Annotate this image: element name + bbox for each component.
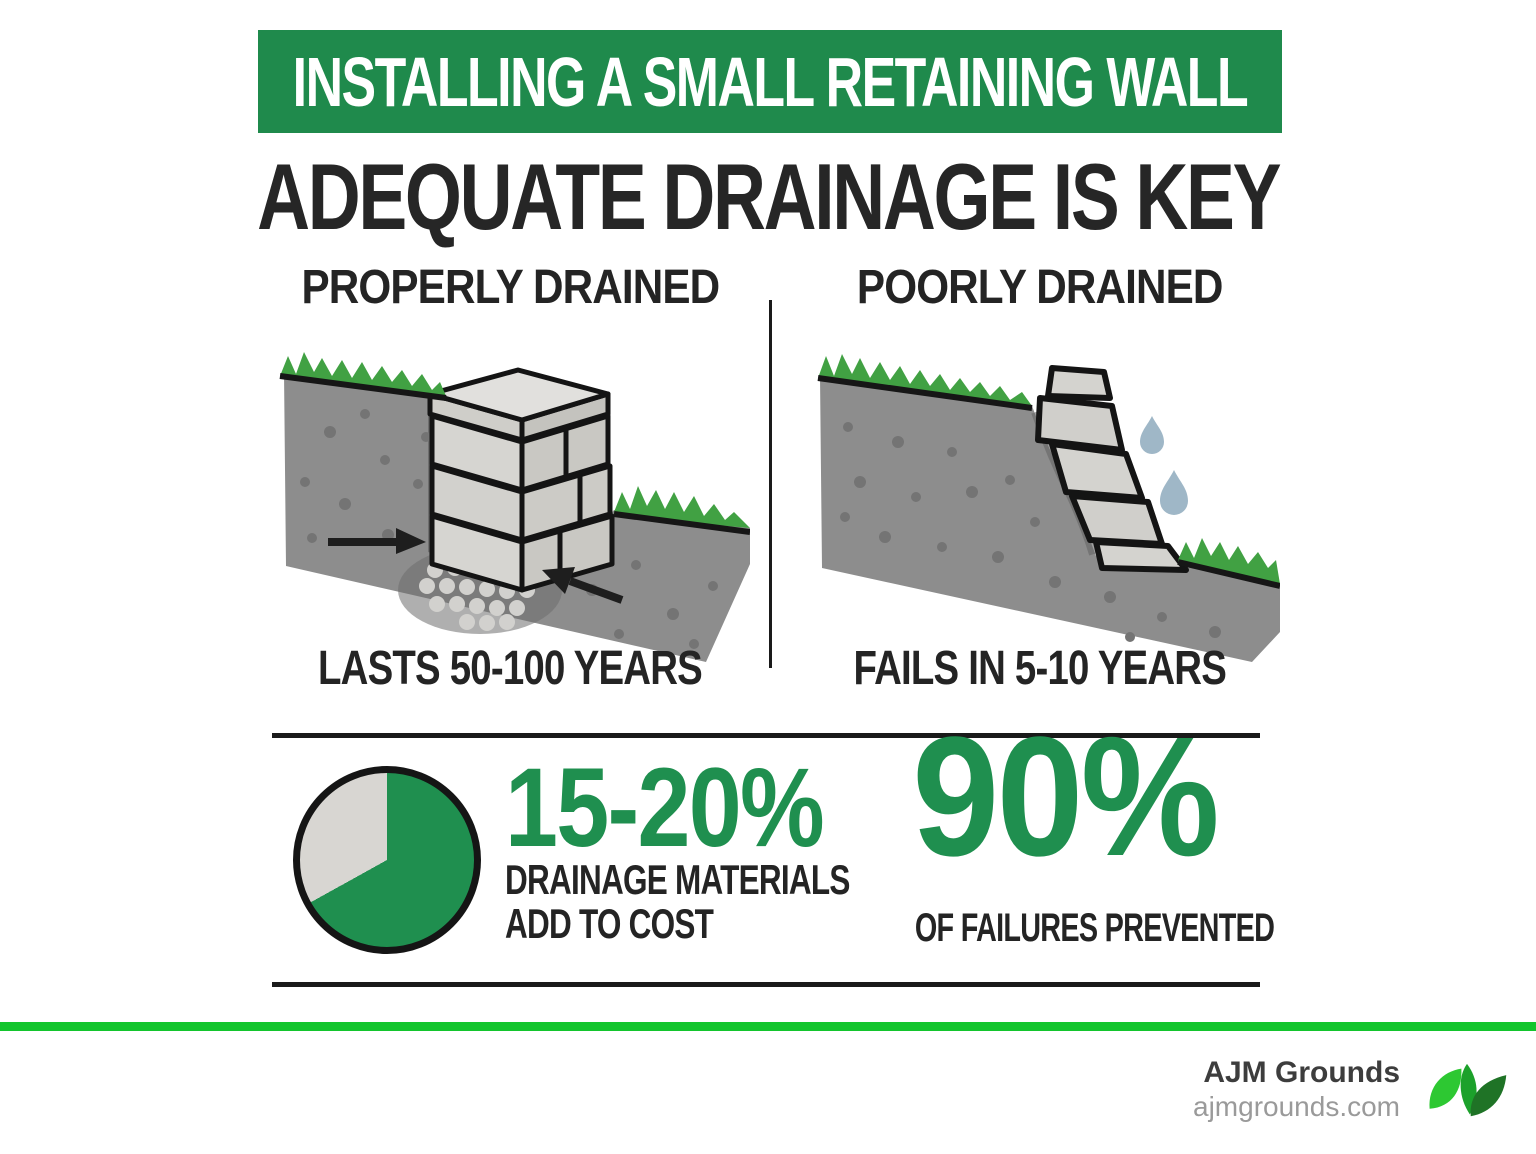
- soil-speckles: [840, 422, 1221, 642]
- arrow-icon: [328, 528, 624, 604]
- page-title-text: ADEQUATE DRAINAGE IS KEY: [256, 144, 1281, 249]
- poorly-drained-illustration: [817, 354, 1280, 662]
- cost-stat-value: 15-20%: [505, 745, 825, 870]
- grass-top: [279, 352, 750, 535]
- separator-top: [272, 733, 1260, 738]
- right-column-caption: FAILS IN 5-10 YEARS: [853, 642, 1227, 695]
- prevention-stat-label: OF FAILURES PREVENTED: [914, 906, 1275, 950]
- collapsing-wall: [1035, 365, 1189, 573]
- separator-bottom: [272, 982, 1260, 987]
- cost-stat-label-line1: DRAINAGE MATERIALS: [505, 856, 850, 903]
- three-leaf-logo-icon: [1429, 1063, 1507, 1117]
- cost-pie-chart: [293, 766, 481, 954]
- properly-drained-illustration: [279, 352, 750, 662]
- left-column-caption: LASTS 50-100 YEARS: [317, 642, 703, 695]
- footer-brand: AJM Grounds: [1203, 1056, 1400, 1089]
- block-wall: [427, 367, 615, 593]
- grass-top: [817, 354, 1280, 589]
- water-drop-icon: [1140, 416, 1188, 515]
- banner-title: INSTALLING A SMALL RETAINING WALL: [292, 42, 1249, 122]
- page-title: ADEQUATE DRAINAGE IS KEY: [0, 150, 1536, 244]
- column-divider: [769, 300, 772, 668]
- right-column-header: POORLY DRAINED: [857, 261, 1223, 314]
- prevention-stat-value: 90%: [912, 702, 1221, 892]
- cost-stat-label: DRAINAGE MATERIALS ADD TO COST: [505, 858, 965, 946]
- banner-title-text: INSTALLING A SMALL RETAINING WALL: [292, 42, 1249, 121]
- footer-website: ajmgrounds.com: [1193, 1091, 1400, 1122]
- footer-accent-line: [0, 1022, 1536, 1031]
- cost-stat-label-line2: ADD TO COST: [505, 900, 714, 947]
- header-banner: INSTALLING A SMALL RETAINING WALL: [258, 30, 1282, 133]
- left-column-header: PROPERLY DRAINED: [301, 261, 720, 314]
